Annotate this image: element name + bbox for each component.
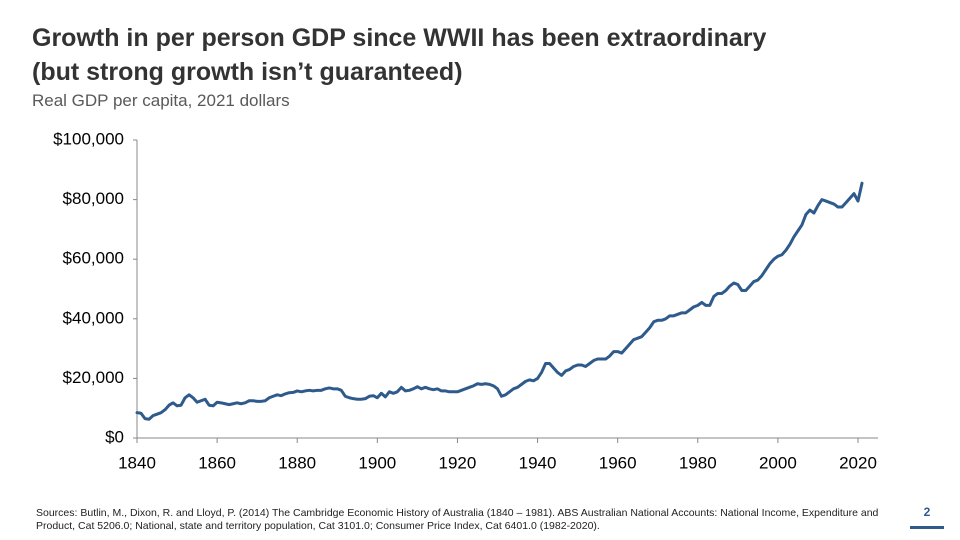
- y-tick-label: $40,000: [63, 308, 124, 327]
- y-tick-label: $80,000: [63, 189, 124, 208]
- x-tick-label: 2000: [759, 453, 797, 472]
- y-tick-label: $20,000: [63, 368, 124, 387]
- x-tick-label: 1860: [198, 453, 236, 472]
- y-tick-label: $60,000: [63, 249, 124, 268]
- source-note: Sources: Butlin, M., Dixon, R. and Lloyd…: [36, 507, 879, 532]
- x-tick-label: 1880: [278, 453, 316, 472]
- x-tick-label: 1900: [358, 453, 396, 472]
- y-tick-label: $0: [105, 427, 124, 446]
- page-number: 2: [923, 505, 931, 519]
- data-line: [135, 181, 864, 421]
- x-tick-label: 1940: [519, 453, 557, 472]
- chart-title-line: Growth in per person GDP since WWII has …: [32, 24, 767, 52]
- x-tick-label: 2020: [839, 453, 877, 472]
- x-tick-label: 1840: [118, 453, 156, 472]
- page-number-bar: [910, 526, 944, 529]
- chart-subtitle: Real GDP per capita, 2021 dollars: [32, 91, 290, 110]
- y-tick-label: $100,000: [53, 129, 124, 148]
- x-tick-label: 1960: [599, 453, 637, 472]
- x-tick-label: 1920: [439, 453, 477, 472]
- x-tick-label: 1980: [679, 453, 717, 472]
- chart-title-line: (but strong growth isn’t guaranteed): [32, 58, 463, 86]
